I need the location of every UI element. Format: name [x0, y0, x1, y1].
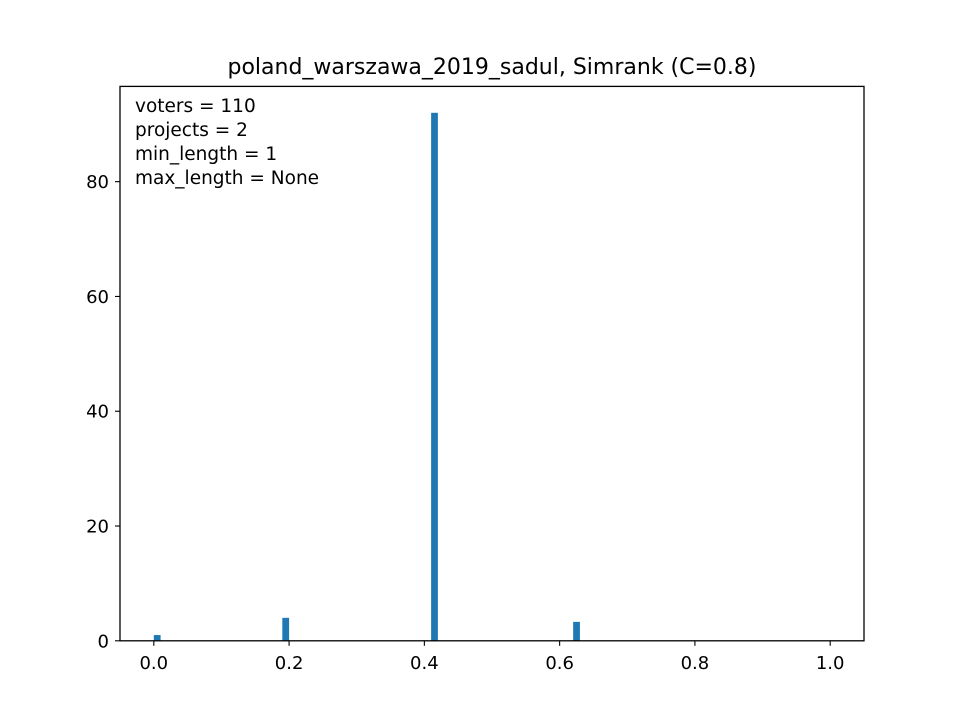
bars-layer: [153, 112, 580, 641]
stats-annotation-line: projects = 2: [135, 120, 248, 141]
x-tick-label: 1.0: [816, 653, 845, 674]
x-tick-label: 0.2: [275, 653, 304, 674]
y-tick-label: 20: [86, 517, 109, 538]
x-axis: 0.0 0.2 0.4 0.6 0.8 1.0: [139, 640, 845, 674]
plot-frame: [119, 85, 865, 642]
stats-annotation: voters = 110 projects = 2 min_length = 1 ma…: [135, 96, 319, 189]
x-tick-label: 0.4: [410, 653, 439, 674]
histogram-bar: [282, 617, 290, 641]
y-tick-label: 80: [86, 172, 109, 193]
histogram-bar: [153, 635, 161, 641]
chart-title: poland_warszawa_2019_sadul, Simrank (C=0…: [227, 55, 756, 80]
stats-annotation-line: min_length = 1: [135, 144, 277, 165]
y-tick-label: 40: [86, 402, 109, 423]
y-axis: 0 20 40 60 80: [86, 172, 120, 652]
x-tick-label: 0.6: [545, 653, 574, 674]
histogram-bar: [573, 621, 580, 641]
y-tick-label: 60: [86, 287, 109, 308]
x-tick-label: 0.8: [681, 653, 710, 674]
y-tick-label: 0: [98, 631, 109, 652]
stats-annotation-line: max_length = None: [135, 168, 319, 189]
stats-annotation-line: voters = 110: [135, 96, 256, 117]
histogram-bar: [431, 112, 438, 641]
x-tick-label: 0.0: [139, 653, 168, 674]
